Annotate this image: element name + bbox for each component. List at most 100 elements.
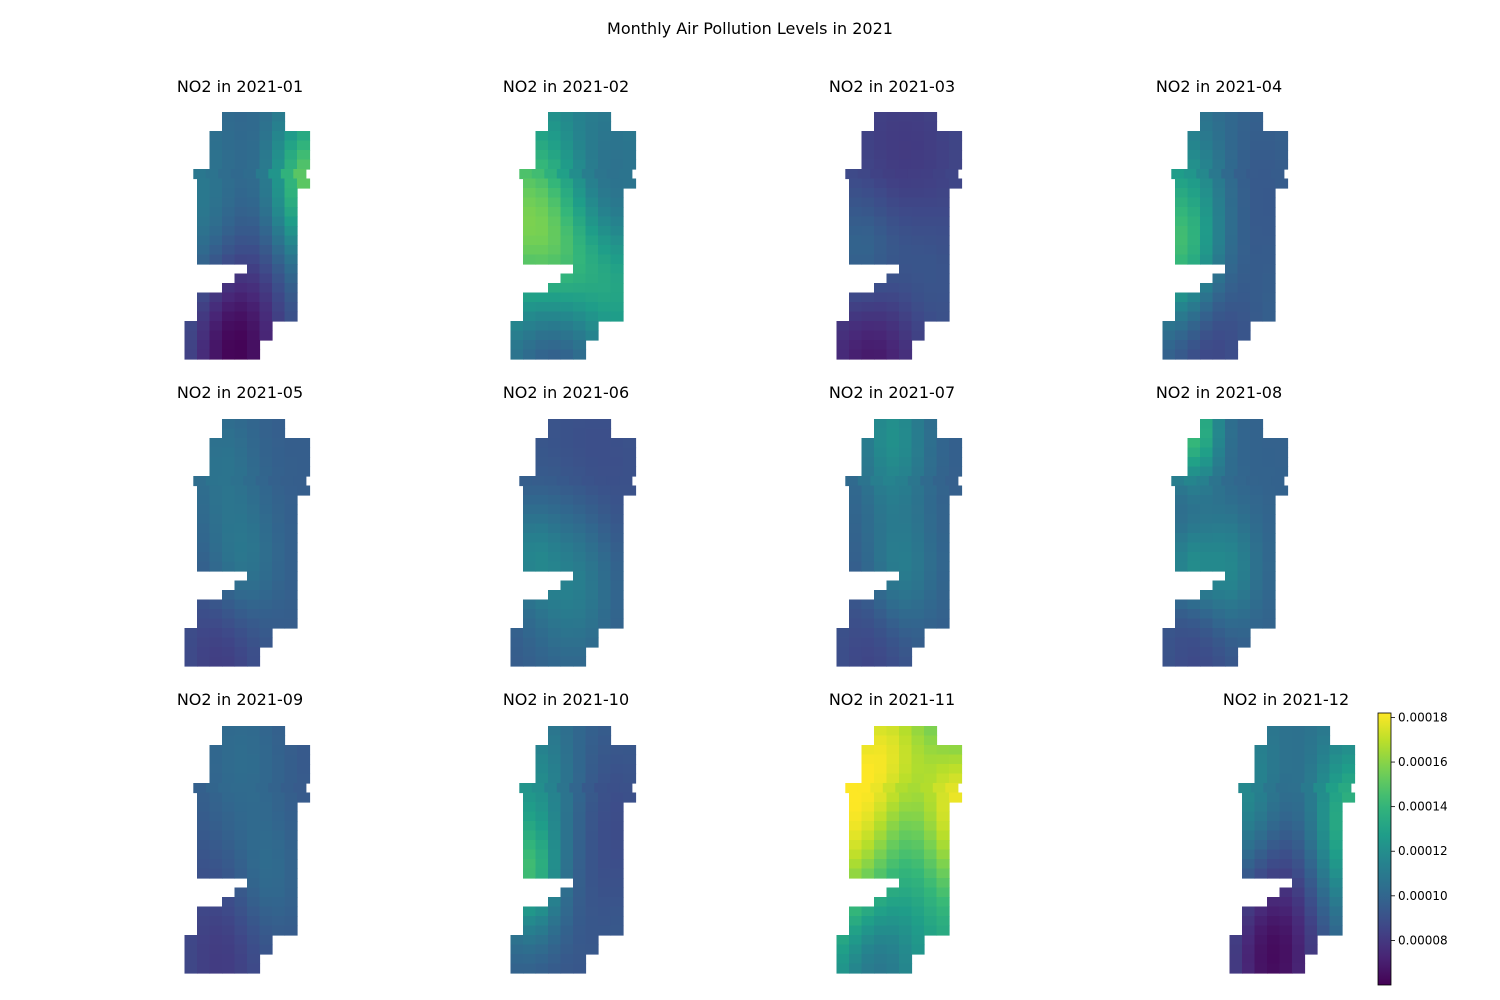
map-cell [874,466,888,477]
map-cell [899,954,913,965]
map-cell [1250,542,1264,553]
map-cell [259,159,273,170]
map-cell [886,485,900,496]
map-cell [535,849,549,860]
map-cell [849,656,863,667]
map-cell [598,302,612,313]
map-cell [1162,321,1176,332]
map-cell [573,245,587,256]
map-cell [1225,561,1239,572]
map-cell [222,599,236,610]
map-cell [1187,140,1201,151]
map-cell [1233,169,1247,180]
map-cell [886,131,900,142]
map-cell [1250,112,1264,123]
map-cell [1225,121,1239,132]
map-cell [924,207,938,218]
map-cell [209,868,223,879]
map-cell [209,849,223,860]
map-cell [1162,340,1176,351]
map-cell [209,226,223,237]
map-cell [247,466,261,477]
map-cell [573,140,587,151]
map-cell [1221,476,1235,487]
map-cell [924,523,938,534]
map-cell [247,802,261,813]
map-cell [585,802,599,813]
map-cell [861,859,875,870]
map-cell [1258,476,1272,487]
map-cell [259,121,273,132]
map-cell [1237,140,1251,151]
map-cell [1267,963,1281,974]
map-cell [886,188,900,199]
map-cell [610,438,624,449]
map-cell [560,131,574,142]
map-cell [899,419,913,430]
map-cell [1275,159,1289,170]
map-cell [1267,811,1281,822]
map-cell [899,561,913,572]
map-cell [247,112,261,123]
map-cell [259,802,273,813]
map-cell [1187,131,1201,142]
map-cell [936,821,950,832]
map-cell [243,783,257,794]
map-cell [936,264,950,275]
map-cell [197,235,211,246]
map-cell [1225,245,1239,256]
map-cell [259,504,273,515]
map-cell [874,438,888,449]
map-cell [209,197,223,208]
map-cell [849,811,863,822]
map-cell [911,159,925,170]
map-cell [234,580,248,591]
map-cell [1200,140,1214,151]
map-cell [874,811,888,822]
map-cell [1200,311,1214,322]
map-cell [1225,112,1239,123]
map-cell [259,935,273,946]
map-cell [284,821,298,832]
map-cell [1200,419,1214,430]
map-cell [272,504,286,515]
map-cell [234,935,248,946]
map-cell [184,935,198,946]
map-cell [1237,447,1251,458]
map-cell [560,647,574,658]
map-cell [560,112,574,123]
map-cell [598,311,612,322]
map-cell [535,321,549,332]
map-cell [936,131,950,142]
map-cell [924,466,938,477]
map-cell [222,811,236,822]
map-cell [899,349,913,360]
map-cell [1242,944,1256,955]
map-cell [874,590,888,601]
map-cell [284,599,298,610]
map-cell [936,859,950,870]
map-cell [861,868,875,879]
map-cell [623,178,637,189]
map-cell [1200,188,1214,199]
map-cell [535,216,549,227]
map-cell [209,457,223,468]
map-cell [560,438,574,449]
map-cell [886,811,900,822]
map-cell [1254,754,1268,765]
panel-title: NO2 in 2021-01 [177,77,303,96]
map-cell [861,542,875,553]
map-cell [874,849,888,860]
map-cell [1237,321,1251,332]
map-cell [1208,169,1222,180]
map-cell [1279,811,1293,822]
map-cell [849,552,863,563]
map-cell [1279,935,1293,946]
map-cell [899,963,913,974]
map-cell [598,207,612,218]
map-cell [284,226,298,237]
map-cell [222,457,236,468]
map-cell [234,542,248,553]
map-cell [218,476,232,487]
map-cell [849,916,863,927]
